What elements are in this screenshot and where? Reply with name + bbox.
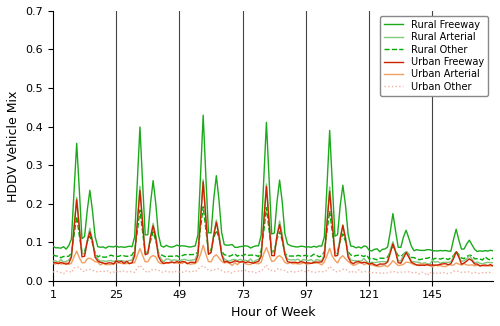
Rural Arterial: [176, 259, 182, 263]
Urban Freeway: [176, 260, 182, 264]
Urban Other: [129, 270, 135, 274]
Urban Other: [264, 263, 270, 267]
Urban Arterial: [403, 260, 409, 264]
Rural Arterial: [427, 262, 433, 266]
Urban Other: [424, 274, 430, 277]
Urban Other: [403, 270, 409, 274]
Rural Arterial: [129, 258, 135, 262]
Urban Arterial: [50, 261, 56, 265]
Urban Freeway: [203, 217, 209, 221]
Rural Freeway: [50, 244, 56, 248]
Rural Freeway: [303, 245, 309, 249]
Line: Rural Other: Rural Other: [53, 207, 493, 260]
Rural Other: [311, 252, 317, 256]
Urban Arterial: [430, 265, 436, 269]
Rural Other: [129, 253, 135, 257]
Urban Arterial: [490, 263, 496, 267]
Rural Arterial: [50, 259, 56, 263]
Urban Arterial: [311, 261, 317, 265]
Urban Freeway: [490, 264, 496, 268]
Rural Freeway: [203, 174, 209, 178]
X-axis label: Hour of Week: Hour of Week: [231, 306, 316, 319]
Rural Other: [203, 227, 209, 231]
Rural Other: [303, 253, 309, 257]
Rural Arterial: [403, 250, 409, 254]
Rural Freeway: [311, 244, 317, 248]
Rural Freeway: [376, 250, 382, 254]
Rural Arterial: [490, 260, 496, 264]
Urban Other: [303, 270, 309, 274]
Legend: Rural Freeway, Rural Arterial, Rural Other, Urban Freeway, Urban Arterial, Urban: Rural Freeway, Rural Arterial, Rural Oth…: [380, 16, 488, 96]
Rural Freeway: [200, 113, 206, 117]
Urban Arterial: [129, 261, 135, 265]
Rural Arterial: [303, 258, 309, 262]
Urban Arterial: [200, 243, 206, 247]
Urban Arterial: [203, 252, 209, 256]
Urban Other: [176, 270, 182, 274]
Urban Other: [311, 270, 317, 274]
Rural Other: [200, 205, 206, 209]
Rural Other: [488, 258, 494, 262]
Rural Other: [50, 253, 56, 257]
Rural Freeway: [490, 249, 496, 253]
Rural Freeway: [406, 236, 411, 240]
Line: Urban Arterial: Urban Arterial: [53, 245, 493, 267]
Y-axis label: HDDV Vehicle Mix: HDDV Vehicle Mix: [7, 90, 20, 201]
Urban Freeway: [403, 251, 409, 255]
Urban Arterial: [176, 261, 182, 265]
Rural Freeway: [176, 244, 182, 248]
Line: Rural Arterial: Rural Arterial: [53, 180, 493, 264]
Line: Urban Freeway: Urban Freeway: [53, 182, 493, 266]
Line: Rural Freeway: Rural Freeway: [53, 115, 493, 252]
Urban Other: [50, 270, 56, 274]
Urban Freeway: [311, 260, 317, 264]
Line: Urban Other: Urban Other: [53, 265, 493, 275]
Rural Arterial: [203, 215, 209, 218]
Urban Freeway: [200, 180, 206, 184]
Urban Freeway: [303, 261, 309, 265]
Rural Arterial: [200, 178, 206, 182]
Urban Freeway: [50, 261, 56, 265]
Rural Other: [490, 256, 496, 260]
Rural Arterial: [311, 260, 317, 264]
Rural Freeway: [129, 245, 135, 249]
Rural Other: [403, 249, 409, 253]
Urban Other: [490, 271, 496, 275]
Urban Freeway: [129, 261, 135, 265]
Urban Other: [200, 264, 206, 268]
Urban Arterial: [303, 262, 309, 266]
Rural Other: [176, 255, 182, 259]
